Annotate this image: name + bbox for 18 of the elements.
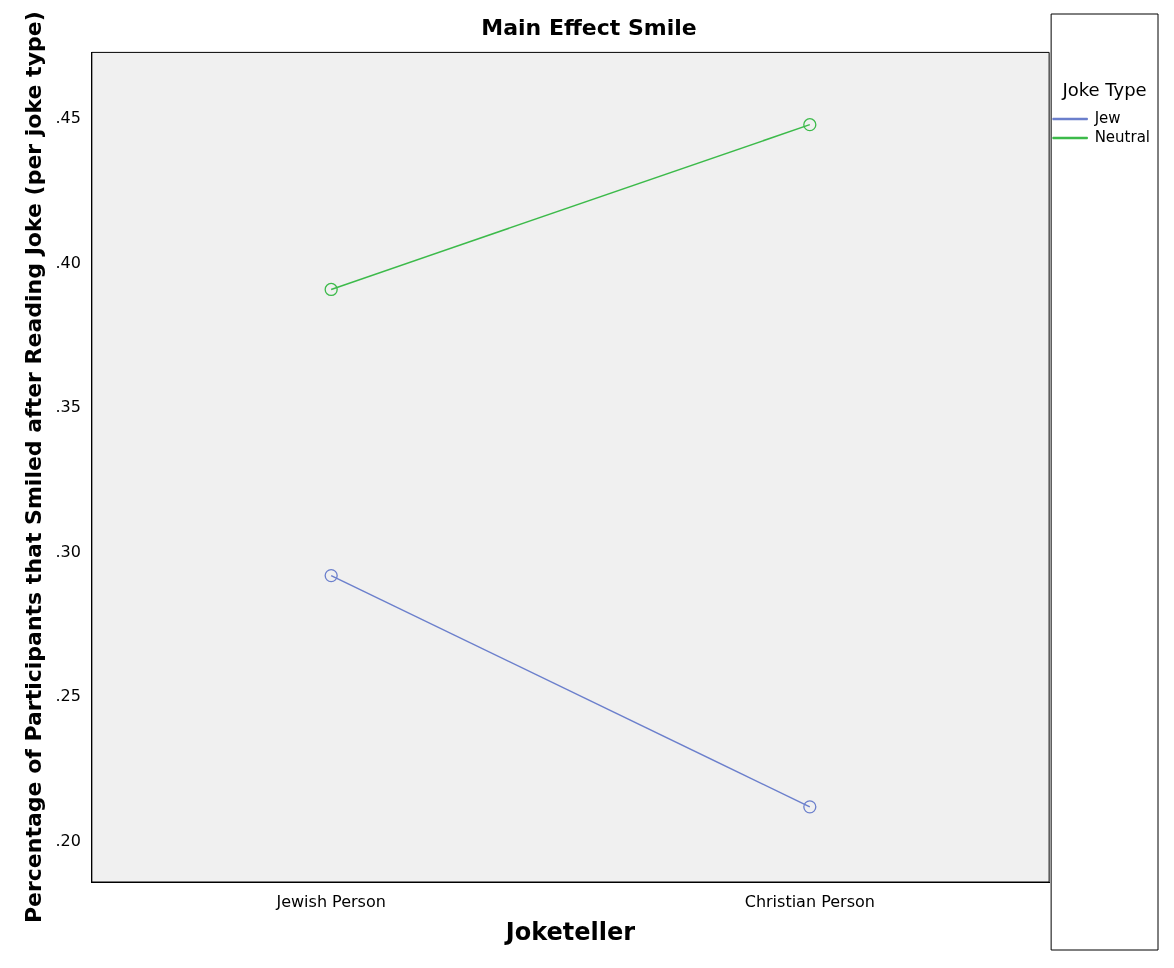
chart-title: Main Effect Smile — [481, 14, 697, 40]
x-axis-title: Joketeller — [503, 917, 636, 946]
legend-title: Joke Type — [1061, 78, 1147, 100]
x-tick-label: Christian Person — [744, 891, 875, 911]
y-tick-label: .45 — [55, 108, 81, 128]
point — [803, 800, 817, 814]
point — [324, 568, 338, 583]
x-tick-label: Jewish Person — [275, 891, 386, 911]
y-axis-title: Percentage of Participants that Smiled after Reading Joke (per joke type) — [20, 11, 46, 924]
y-tick-label: .25 — [55, 686, 81, 706]
point — [803, 118, 817, 132]
y-tick-label: .30 — [55, 541, 81, 561]
y-tick-label: .35 — [55, 397, 81, 417]
y-tick-label: .40 — [55, 252, 81, 272]
y-tick-label: .20 — [55, 830, 81, 850]
legend-label: Jew — [1093, 108, 1121, 127]
point — [324, 282, 338, 297]
legend-label: Neutral — [1094, 127, 1151, 146]
